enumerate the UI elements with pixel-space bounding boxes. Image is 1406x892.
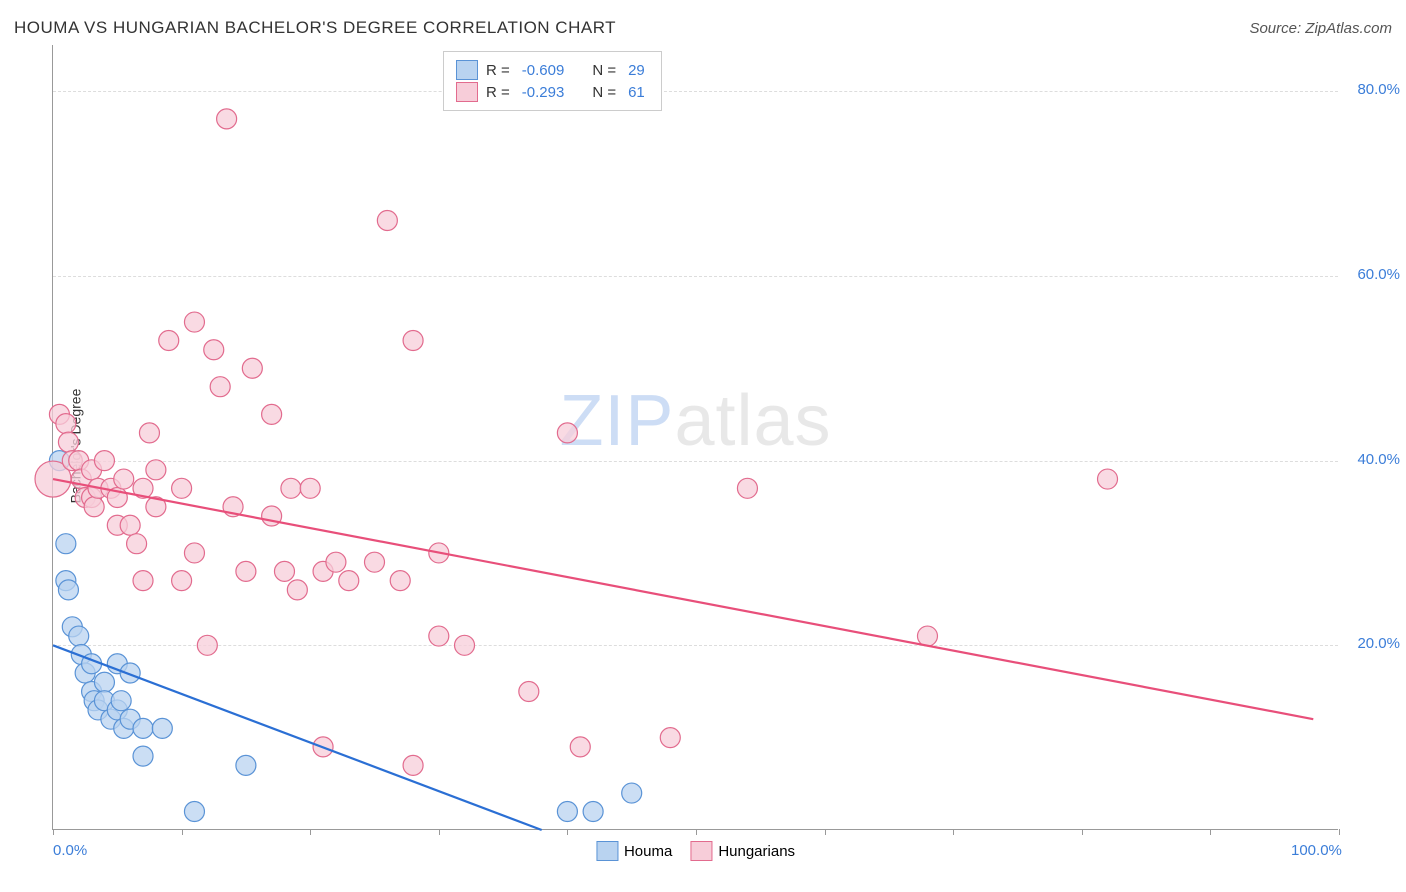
scatter-point bbox=[120, 515, 140, 535]
y-tick-label: 80.0% bbox=[1357, 81, 1400, 98]
legend-series: Houma Hungarians bbox=[596, 841, 795, 861]
legend-correlation: R = -0.609 N = 29 R = -0.293 N = 61 bbox=[443, 51, 662, 111]
scatter-point bbox=[184, 312, 204, 332]
scatter-point bbox=[281, 478, 301, 498]
x-tick bbox=[439, 829, 440, 835]
scatter-point bbox=[58, 580, 78, 600]
scatter-point bbox=[583, 802, 603, 822]
chart-header: HOUMA VS HUNGARIAN BACHELOR'S DEGREE COR… bbox=[14, 18, 1392, 38]
scatter-point bbox=[236, 561, 256, 581]
x-tick bbox=[953, 829, 954, 835]
legend-swatch bbox=[456, 82, 478, 102]
scatter-point bbox=[127, 534, 147, 554]
scatter-point bbox=[365, 552, 385, 572]
scatter-point bbox=[242, 358, 262, 378]
legend-n-value: 61 bbox=[624, 84, 649, 101]
scatter-point bbox=[210, 377, 230, 397]
scatter-point bbox=[133, 746, 153, 766]
legend-correlation-row: R = -0.609 N = 29 bbox=[456, 60, 649, 80]
scatter-point bbox=[172, 571, 192, 591]
scatter-point bbox=[262, 404, 282, 424]
scatter-point bbox=[377, 210, 397, 230]
scatter-point bbox=[622, 783, 642, 803]
scatter-point bbox=[152, 718, 172, 738]
legend-swatch bbox=[456, 60, 478, 80]
scatter-point bbox=[300, 478, 320, 498]
scatter-point bbox=[94, 672, 114, 692]
scatter-point bbox=[146, 460, 166, 480]
scatter-point bbox=[326, 552, 346, 572]
scatter-point bbox=[56, 534, 76, 554]
trend-line bbox=[53, 479, 1313, 719]
scatter-point bbox=[58, 432, 78, 452]
legend-n-label: N = bbox=[592, 84, 616, 101]
scatter-point bbox=[111, 691, 131, 711]
legend-n-label: N = bbox=[592, 62, 616, 79]
legend-series-item: Hungarians bbox=[690, 841, 795, 861]
scatter-overlay bbox=[53, 45, 1338, 829]
scatter-point bbox=[84, 497, 104, 517]
scatter-point bbox=[274, 561, 294, 581]
scatter-point bbox=[133, 718, 153, 738]
y-tick-label: 60.0% bbox=[1357, 266, 1400, 283]
scatter-point bbox=[56, 414, 76, 434]
scatter-point bbox=[660, 728, 680, 748]
scatter-point bbox=[390, 571, 410, 591]
x-tick bbox=[1082, 829, 1083, 835]
x-tick bbox=[1339, 829, 1340, 835]
scatter-point bbox=[184, 802, 204, 822]
scatter-point bbox=[287, 580, 307, 600]
y-tick-label: 40.0% bbox=[1357, 451, 1400, 468]
scatter-point bbox=[1098, 469, 1118, 489]
scatter-point bbox=[519, 681, 539, 701]
scatter-point bbox=[133, 571, 153, 591]
scatter-point bbox=[429, 626, 449, 646]
legend-correlation-row: R = -0.293 N = 61 bbox=[456, 82, 649, 102]
scatter-point bbox=[403, 331, 423, 351]
legend-swatch bbox=[596, 841, 618, 861]
plot-area: ZIPatlas 20.0%40.0%60.0%80.0% 0.0%100.0%… bbox=[52, 45, 1338, 830]
scatter-point bbox=[737, 478, 757, 498]
x-tick bbox=[696, 829, 697, 835]
scatter-point bbox=[94, 451, 114, 471]
x-tick bbox=[182, 829, 183, 835]
scatter-point bbox=[172, 478, 192, 498]
scatter-point bbox=[236, 755, 256, 775]
scatter-point bbox=[403, 755, 423, 775]
y-tick-label: 20.0% bbox=[1357, 635, 1400, 652]
scatter-point bbox=[557, 423, 577, 443]
scatter-point bbox=[217, 109, 237, 129]
x-tick bbox=[825, 829, 826, 835]
source-attribution: Source: ZipAtlas.com bbox=[1249, 20, 1392, 37]
scatter-point bbox=[917, 626, 937, 646]
legend-series-label: Hungarians bbox=[718, 843, 795, 860]
legend-series-item: Houma bbox=[596, 841, 672, 861]
legend-series-label: Houma bbox=[624, 843, 672, 860]
scatter-point bbox=[159, 331, 179, 351]
scatter-point bbox=[114, 469, 134, 489]
scatter-point bbox=[184, 543, 204, 563]
x-tick bbox=[310, 829, 311, 835]
legend-r-value: -0.293 bbox=[518, 84, 569, 101]
legend-r-label: R = bbox=[486, 62, 510, 79]
scatter-point bbox=[557, 802, 577, 822]
legend-n-value: 29 bbox=[624, 62, 649, 79]
legend-r-value: -0.609 bbox=[518, 62, 569, 79]
scatter-point bbox=[204, 340, 224, 360]
chart-title: HOUMA VS HUNGARIAN BACHELOR'S DEGREE COR… bbox=[14, 18, 616, 38]
scatter-point bbox=[139, 423, 159, 443]
x-tick bbox=[53, 829, 54, 835]
x-tick bbox=[567, 829, 568, 835]
x-tick-label: 100.0% bbox=[1291, 842, 1342, 859]
scatter-point bbox=[197, 635, 217, 655]
x-tick bbox=[1210, 829, 1211, 835]
scatter-point bbox=[570, 737, 590, 757]
scatter-point bbox=[120, 663, 140, 683]
x-tick-label: 0.0% bbox=[53, 842, 87, 859]
scatter-point bbox=[339, 571, 359, 591]
scatter-point bbox=[69, 626, 89, 646]
scatter-point bbox=[455, 635, 475, 655]
legend-r-label: R = bbox=[486, 84, 510, 101]
legend-swatch bbox=[690, 841, 712, 861]
